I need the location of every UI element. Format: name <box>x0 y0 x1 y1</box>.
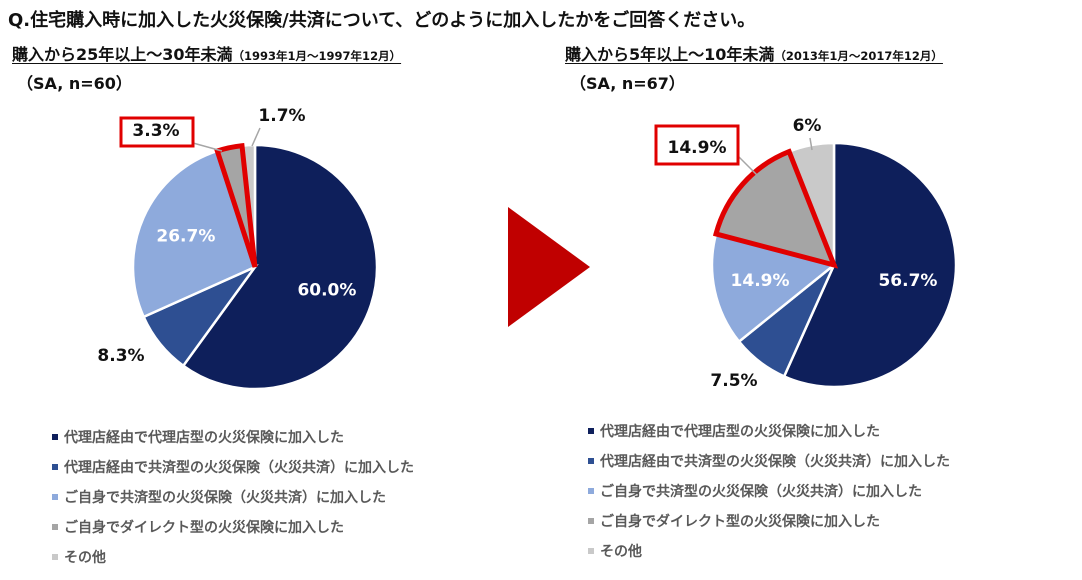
legend-label: ご自身で共済型の火災保険（火災共済）に加入した <box>64 490 386 506</box>
pie-slice-0-2 <box>131 149 257 319</box>
legend-label: ご自身で共済型の火災保険（火災共済）に加入した <box>600 484 922 500</box>
leader-line-0-4 <box>251 127 261 147</box>
pie-label-0-4: 1.7% <box>258 106 305 126</box>
legend-item-0-2: ご自身で共済型の火災保険（火災共済）に加入した <box>52 482 414 512</box>
legend-label: ご自身でダイレクト型の火災保険に加入した <box>64 520 344 536</box>
right-chart-title-text: 購入から5年以上〜10年未満 <box>565 45 775 64</box>
legend-item-0-3: ご自身でダイレクト型の火災保険に加入した <box>52 512 414 542</box>
pie-label-0-0: 60.0% <box>297 280 356 300</box>
left-chart-title: 購入から25年以上〜30年未満（1993年1月〜1997年12月） <box>12 41 401 65</box>
left-chart-sample: （SA, n=60） <box>17 74 132 93</box>
right-chart-sample: （SA, n=67） <box>570 74 685 93</box>
legend-label: その他 <box>64 550 106 566</box>
legend-label: 代理店経由で共済型の火災保険（火災共済）に加入した <box>600 454 950 470</box>
legend-label: その他 <box>600 544 642 560</box>
left-chart-period: （1993年1月〜1997年12月） <box>232 49 402 63</box>
legend-item-1-2: ご自身で共済型の火災保険（火災共済）に加入した <box>588 476 950 506</box>
arrow-triangle <box>508 207 590 327</box>
pie-label-0-1: 8.3% <box>97 346 144 366</box>
question-text: Q.住宅購入時に加入した火災保険/共済について、どのように加入したかをご回答くだ… <box>8 10 756 31</box>
legend-label: 代理店経由で代理店型の火災保険に加入した <box>600 424 880 440</box>
leader-line-0-3 <box>192 142 223 152</box>
left-legend: 代理店経由で代理店型の火災保険に加入した代理店経由で共済型の火災保険（火災共済）… <box>52 422 414 572</box>
legend-swatch-icon <box>588 428 594 434</box>
legend-item-1-1: 代理店経由で共済型の火災保険（火災共済）に加入した <box>588 446 950 476</box>
legend-swatch-icon <box>52 434 58 440</box>
pie-highlight-outline-0 <box>214 142 258 268</box>
legend-label: 代理店経由で代理店型の火災保険に加入した <box>64 430 344 446</box>
pie-label-1-2: 14.9% <box>731 271 790 291</box>
pie-highlight-outline-1 <box>712 148 839 269</box>
legend-swatch-icon <box>52 554 58 560</box>
transition-arrow-icon <box>508 207 590 327</box>
legend-swatch-icon <box>52 524 58 530</box>
pie-label-0-3: 3.3% <box>132 121 179 141</box>
legend-item-0-0: 代理店経由で代理店型の火災保険に加入した <box>52 422 414 452</box>
label-highlight-box-1 <box>654 124 740 166</box>
legend-swatch-icon <box>52 494 58 500</box>
legend-item-0-4: その他 <box>52 542 414 572</box>
left-chart-title-text: 購入から25年以上〜30年未満 <box>12 45 233 64</box>
pie-label-1-1: 7.5% <box>710 371 757 391</box>
legend-swatch-icon <box>588 518 594 524</box>
legend-item-1-0: 代理店経由で代理店型の火災保険に加入した <box>588 416 950 446</box>
pie-label-1-4: 6% <box>793 116 822 136</box>
legend-swatch-icon <box>588 458 594 464</box>
right-chart-title: 購入から5年以上〜10年未満（2013年1月〜2017年12月） <box>565 41 943 65</box>
legend-label: ご自身でダイレクト型の火災保険に加入した <box>600 514 880 530</box>
label-highlight-box-0 <box>119 116 195 148</box>
pie-slice-0-0 <box>181 143 379 391</box>
legend-swatch-icon <box>588 488 594 494</box>
right-chart-period: （2013年1月〜2017年12月） <box>774 49 943 63</box>
legend-swatch-icon <box>52 464 58 470</box>
legend-item-0-1: 代理店経由で共済型の火災保険（火災共済）に加入した <box>52 452 414 482</box>
leader-line-1-4 <box>809 137 813 151</box>
pie-label-1-0: 56.7% <box>878 271 937 291</box>
legend-item-1-3: ご自身でダイレクト型の火災保険に加入した <box>588 506 950 536</box>
legend-label: 代理店経由で共済型の火災保険（火災共済）に加入した <box>64 460 414 476</box>
pie-slice-1-2 <box>710 232 837 344</box>
pie-label-1-3: 14.9% <box>668 138 727 158</box>
right-legend: 代理店経由で代理店型の火災保険に加入した代理店経由で共済型の火災保険（火災共済）… <box>588 416 950 566</box>
pie-label-0-2: 26.7% <box>156 226 215 246</box>
legend-item-1-4: その他 <box>588 536 950 566</box>
legend-swatch-icon <box>588 548 594 554</box>
pie-slice-1-0 <box>782 141 958 389</box>
leader-line-1-3 <box>737 155 761 179</box>
